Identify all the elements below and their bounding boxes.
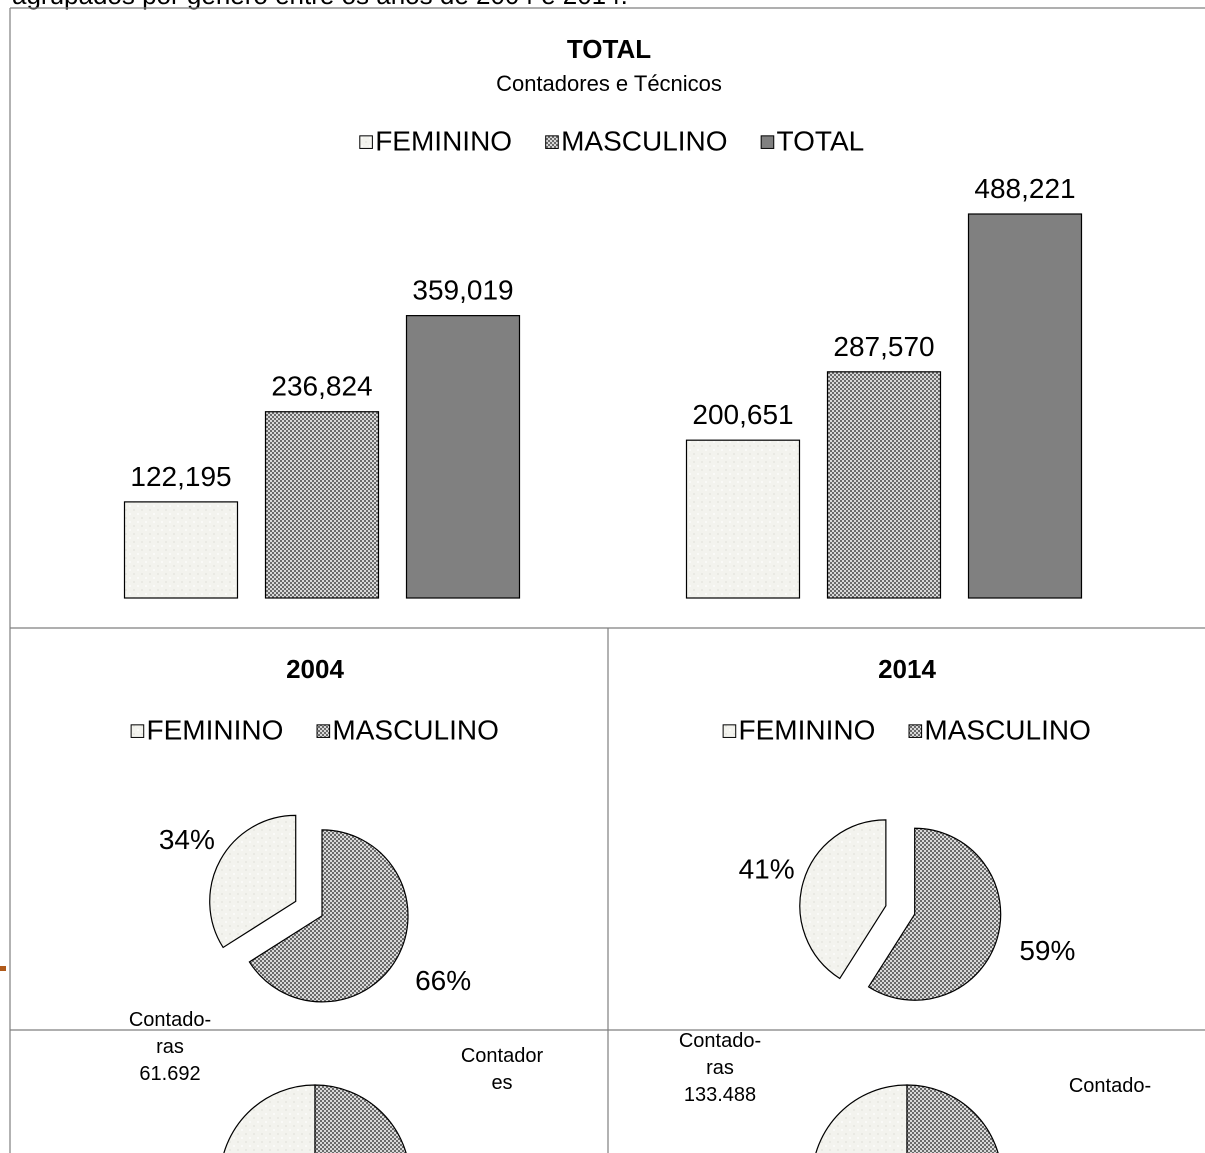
bar — [123, 501, 239, 599]
slice-label: ras — [706, 1057, 734, 1079]
slice-label: es — [491, 1072, 512, 1094]
artifact — [0, 966, 6, 971]
bottom-pie-left — [223, 1084, 407, 1153]
legend: FEMININO MASCULINO TOTAL — [359, 125, 865, 156]
legend: FEMININO MASCULINO — [722, 714, 1091, 745]
legend-swatch — [359, 135, 373, 149]
legend-label: MASCULINO — [924, 714, 1090, 745]
data-label: 359,019 — [412, 275, 513, 306]
bar — [685, 439, 801, 599]
legend-swatch — [722, 724, 737, 738]
data-label: 59% — [1019, 935, 1075, 966]
slice-label: 133.488 — [684, 1084, 756, 1106]
legend-label: TOTAL — [777, 125, 865, 156]
data-label: 66% — [415, 965, 471, 996]
slice-label: Contado- — [1069, 1075, 1151, 1097]
chart-subtitle: Contadores e Técnicos — [496, 71, 722, 96]
pie-slice — [209, 814, 297, 949]
frame — [9, 7, 1205, 1153]
bar — [967, 213, 1083, 599]
legend: FEMININO MASCULINO — [130, 714, 499, 745]
slice-label: ras — [156, 1036, 184, 1058]
intro-text: agrupados por gênero entre os anos de 20… — [12, 0, 628, 10]
legend-label: FEMININO — [375, 125, 512, 156]
chart-title: 2004 — [286, 654, 344, 684]
pie-slice — [867, 827, 1002, 1001]
data-label: 34% — [159, 824, 215, 855]
data-label: 200,651 — [692, 399, 793, 430]
bar — [826, 371, 942, 599]
chart-title: TOTAL — [567, 34, 651, 64]
bar — [405, 315, 521, 599]
legend-swatch — [130, 724, 145, 738]
data-label: 287,570 — [833, 331, 934, 362]
data-label: 488,221 — [974, 173, 1075, 204]
legend-label: MASCULINO — [561, 125, 727, 156]
legend-label: FEMININO — [739, 714, 876, 745]
slice-label: Contador — [461, 1045, 544, 1067]
legend-label: MASCULINO — [332, 714, 498, 745]
slice-label: Contado- — [129, 1009, 211, 1031]
slice-label: Contado- — [679, 1030, 761, 1052]
data-label: 41% — [739, 854, 795, 885]
chart-title: 2014 — [878, 654, 936, 684]
data-label: 122,195 — [130, 461, 231, 492]
legend-label: FEMININO — [147, 714, 284, 745]
pie-slice — [248, 829, 409, 1003]
data-label: 236,824 — [271, 371, 372, 402]
slice-label: 61.692 — [139, 1063, 200, 1085]
legend-swatch — [316, 724, 331, 738]
legend-swatch — [760, 135, 775, 149]
pie-slice — [799, 819, 887, 980]
bottom-pie-right — [815, 1084, 999, 1153]
legend-swatch — [545, 135, 559, 149]
legend-swatch — [908, 724, 923, 738]
bar — [264, 411, 380, 599]
